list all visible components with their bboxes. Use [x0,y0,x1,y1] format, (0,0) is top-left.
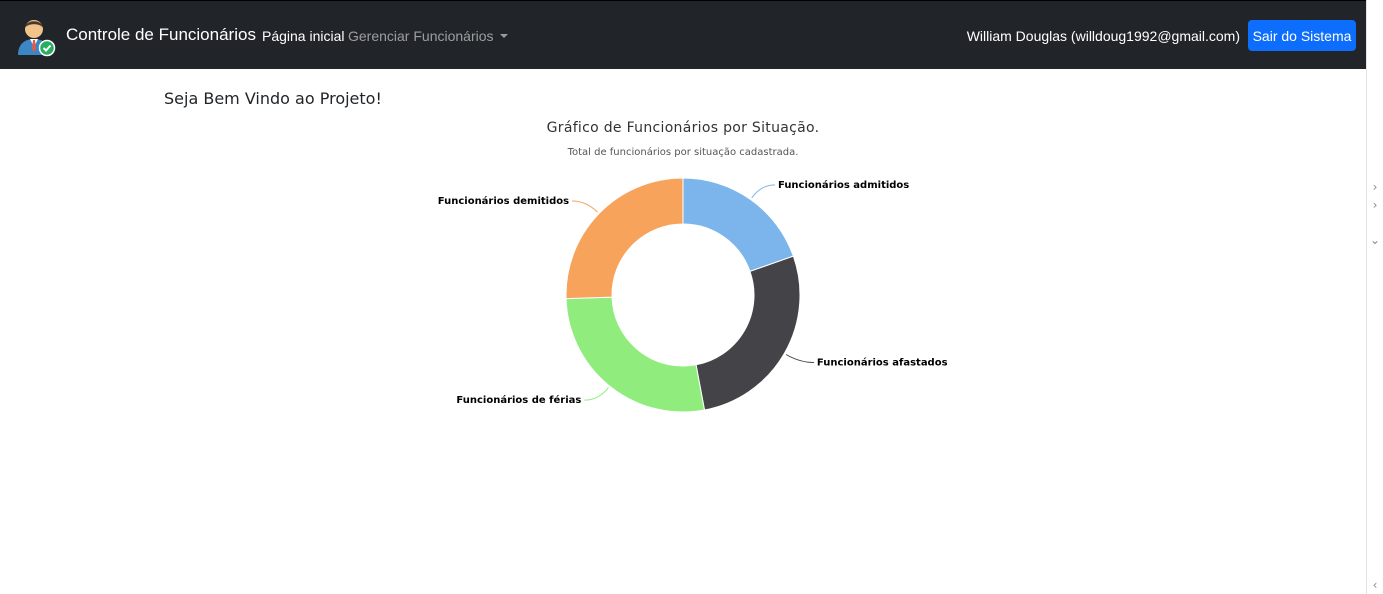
scroll-left-icon[interactable]: ‹ [1372,578,1378,592]
donut-slice[interactable] [695,255,801,411]
chart-title: Gráfico de Funcionários por Situação. [546,120,820,136]
slice-connector [584,387,609,401]
donut-slice[interactable] [682,177,794,273]
logout-button[interactable]: Sair do Sistema [1248,20,1356,51]
slice-connector [572,200,598,213]
nav-home-link[interactable]: Página inicial [262,28,345,44]
user-info: William Douglas (willdoug1992@gmail.com) [966,28,1240,44]
slice-connector [785,354,814,363]
scrollbar[interactable] [1366,0,1383,594]
welcome-heading: Seja Bem Vindo ao Projeto! [164,89,382,108]
chart-subtitle: Total de funcionários por situação cadas… [567,147,799,158]
chevron-right-icon[interactable]: › [1372,180,1378,194]
employee-check-icon[interactable] [14,13,58,57]
nav-manage-dropdown[interactable]: Gerenciar Funcionários [348,28,508,44]
caret-down-icon [499,34,508,38]
chevron-right-icon[interactable]: › [1372,198,1378,212]
slice-label: Funcionários de férias [456,394,581,406]
donut-slice[interactable] [565,177,684,300]
slice-label: Funcionários demitidos [438,195,569,207]
donut-slice[interactable] [565,296,706,413]
donut-chart: Funcionários admitidos Funcionários afast… [438,177,948,413]
navbar: Controle de Funcionários Página inicial … [0,0,1366,69]
slice-label: Funcionários afastados [817,357,948,369]
brand-title[interactable]: Controle de Funcionários [66,25,256,44]
slice-connector [751,184,776,199]
chevron-down-icon[interactable]: ⌄ [1369,233,1381,247]
nav-manage-label: Gerenciar Funcionários [348,28,494,44]
slice-label: Funcionários admitidos [778,179,909,191]
